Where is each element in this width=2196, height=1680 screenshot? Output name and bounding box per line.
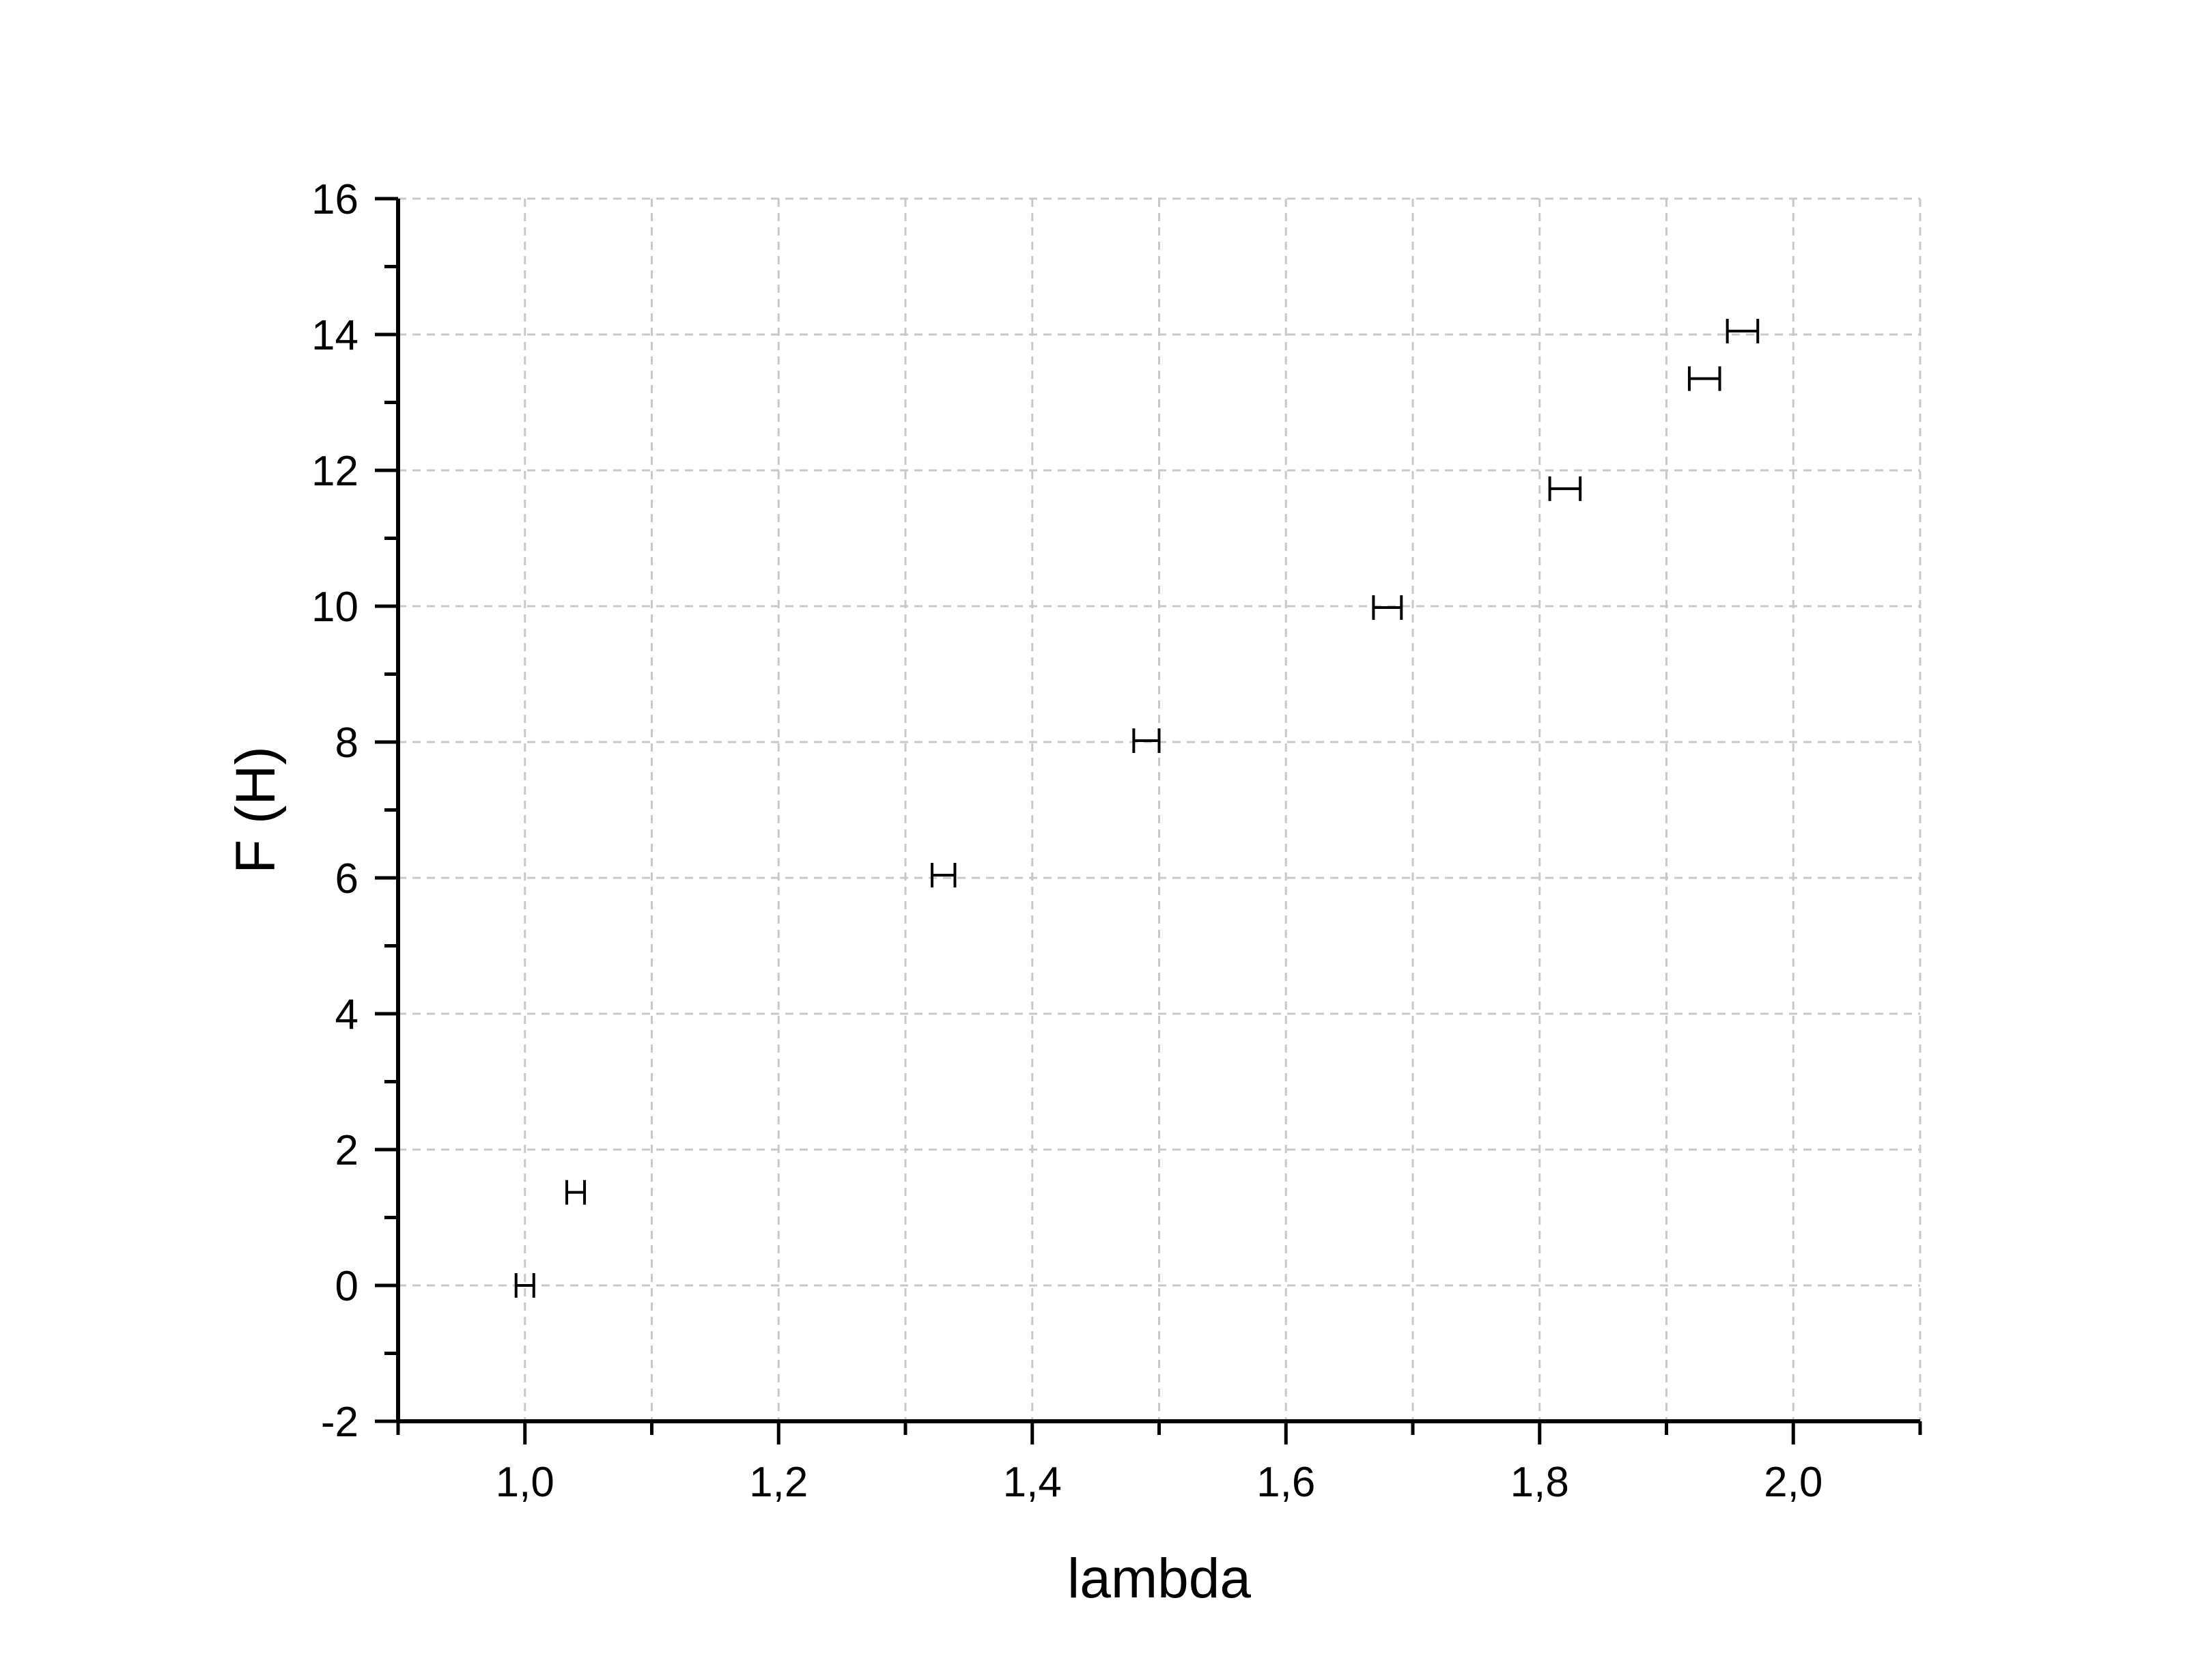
x-tick-label: 2,0 (1764, 1459, 1822, 1506)
y-tick-label: 0 (335, 1263, 358, 1310)
data-point (514, 1273, 535, 1298)
y-tick-label: 2 (335, 1127, 358, 1174)
x-tick-label: 1,8 (1510, 1459, 1569, 1506)
y-tick-label: 16 (311, 176, 358, 223)
tick-labels: 1,0 1,2 1,4 1,6 1,8 2,0 -2 0 2 4 6 8 10 12 14 16 (311, 176, 1822, 1506)
x-tick-label: 1,4 (1003, 1459, 1062, 1506)
data-point (1548, 476, 1582, 501)
data-points (514, 319, 1760, 1298)
data-point (1132, 728, 1161, 754)
y-tick-label: 4 (335, 991, 358, 1038)
data-point (931, 863, 957, 888)
y-tick-label: 6 (335, 855, 358, 902)
x-tick-label: 1,0 (496, 1459, 554, 1506)
x-tick-label: 1,2 (749, 1459, 808, 1506)
y-axis-title: F (H) (225, 746, 287, 874)
y-tick-label: -2 (321, 1399, 358, 1446)
y-tick-label: 14 (311, 312, 358, 359)
x-tick-label: 1,6 (1256, 1459, 1315, 1506)
data-point (1687, 366, 1721, 391)
ticks (375, 197, 1922, 1444)
data-point (1726, 319, 1760, 344)
y-tick-label: 12 (311, 448, 358, 495)
y-tick-label: 10 (311, 584, 358, 631)
data-point (1372, 595, 1403, 620)
data-point (565, 1180, 587, 1205)
x-axis-title: lambda (1067, 1548, 1251, 1610)
y-tick-label: 8 (335, 720, 358, 767)
